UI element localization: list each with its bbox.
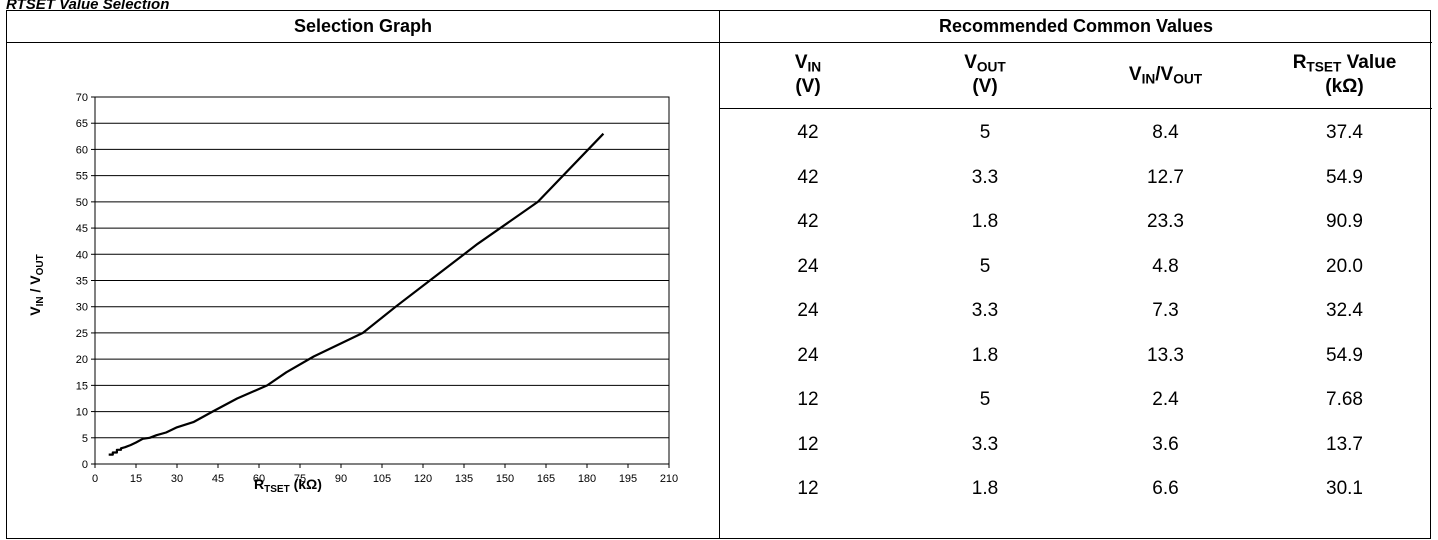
table-cell: 2.4 <box>1152 389 1179 410</box>
y-tick-label: 55 <box>76 171 88 183</box>
x-tick-label: 210 <box>660 473 678 485</box>
column-header-rtset: RTSET Value (kΩ) <box>1292 52 1397 97</box>
table-cell: 12 <box>797 478 819 499</box>
table-cell: 1.8 <box>971 211 999 232</box>
column-header-ratio: VIN/VOUT <box>1128 64 1203 87</box>
x-tick-label: 180 <box>578 473 596 485</box>
column-header-vout: VOUT (V) <box>964 52 1006 97</box>
table-cell: 7.68 <box>1326 389 1363 410</box>
table-cell: 42 <box>797 122 819 143</box>
y-tick-label: 20 <box>76 354 88 366</box>
table-cell: 24 <box>797 344 819 366</box>
table-cell: 4.8 <box>1152 255 1179 277</box>
table-cell: 24 <box>797 255 819 277</box>
y-tick-label: 15 <box>76 380 88 392</box>
y-tick-label: 40 <box>76 249 88 261</box>
y-tick-label: 5 <box>82 433 88 445</box>
x-tick-label: 75 <box>294 473 306 485</box>
x-tick-label: 60 <box>253 473 265 485</box>
grid-lines <box>94 96 670 465</box>
figure-caption: RTSET Value Selection <box>6 0 170 10</box>
x-tick-label: 195 <box>619 473 637 485</box>
table-cell: 12 <box>797 389 819 410</box>
table-cell: 32.4 <box>1326 300 1363 321</box>
series-line <box>108 132 605 456</box>
y-tick-label: 50 <box>76 197 88 209</box>
column-header-vin: VIN (V) <box>794 52 822 97</box>
table-cell: 24 <box>797 300 819 321</box>
table-cell: 3.6 <box>1152 433 1179 455</box>
table-cell: 5 <box>979 122 991 143</box>
table-cell: 90.9 <box>1326 211 1363 232</box>
series-layer <box>108 132 605 456</box>
y-axis-label: VIN / VOUT <box>27 254 46 315</box>
x-tick-label: 15 <box>130 473 142 485</box>
x-tick-label: 45 <box>212 473 224 485</box>
x-tick-label: 135 <box>455 473 473 485</box>
table-cell: 6.6 <box>1152 478 1179 499</box>
table-cell: 1.8 <box>971 478 999 499</box>
x-tick-label: 150 <box>496 473 514 485</box>
table-cell: 3.3 <box>971 433 999 455</box>
table-header-underline <box>720 108 1432 109</box>
y-tick-label: 25 <box>76 328 88 340</box>
table-cell: 42 <box>797 211 819 232</box>
selection-figure: Selection Graph Recommended Common Value… <box>6 10 1432 539</box>
table-cell: 13.3 <box>1147 344 1184 366</box>
axis-ticks: 0 5 10 15 20 25 30 35 40 45 50 55 60 65 70 0 15 30 45 60 75 9… <box>76 92 678 485</box>
y-tick-label: 35 <box>76 276 88 288</box>
header-underline <box>7 42 1432 43</box>
y-tick-label: 65 <box>76 118 88 130</box>
y-tick-label: 0 <box>82 459 88 471</box>
x-tick-label: 120 <box>414 473 432 485</box>
selection-graph-header: Selection Graph <box>293 16 433 36</box>
table-cell: 3.3 <box>971 166 999 188</box>
table-cell: 30.1 <box>1326 478 1363 499</box>
selection-graph-chart: 0 5 10 15 20 25 30 35 40 45 50 55 60 65 70 0 15 30 45 60 75 9… <box>27 92 678 495</box>
x-tick-label: 165 <box>537 473 555 485</box>
table-cell: 12.7 <box>1147 166 1184 188</box>
x-tick-label: 105 <box>373 473 391 485</box>
x-axis-label: RTSET (kΩ) <box>254 476 322 495</box>
y-tick-label: 70 <box>76 92 88 104</box>
table-cell: 20.0 <box>1326 255 1363 277</box>
table-cell: 37.4 <box>1326 122 1363 143</box>
y-tick-label: 60 <box>76 144 88 156</box>
table-cell: 54.9 <box>1326 344 1363 366</box>
column-divider <box>719 11 720 538</box>
recommended-values-header: Recommended Common Values <box>938 16 1214 36</box>
table-cell: 8.4 <box>1152 122 1179 143</box>
table-cell: 5 <box>979 389 991 410</box>
table-cell: 23.3 <box>1147 211 1184 232</box>
table-cell: 13.7 <box>1326 433 1363 455</box>
table-cell: 3.3 <box>971 300 999 321</box>
x-tick-label: 30 <box>171 473 183 485</box>
table-cell: 7.3 <box>1152 300 1179 321</box>
y-tick-label: 30 <box>76 302 88 314</box>
table-cell: 54.9 <box>1326 166 1363 188</box>
table-cell: 5 <box>979 255 991 277</box>
x-tick-label: 90 <box>335 473 347 485</box>
y-tick-label: 45 <box>76 223 88 235</box>
table-cell: 1.8 <box>971 344 999 366</box>
y-tick-label: 10 <box>76 407 88 419</box>
table-cell: 42 <box>797 166 819 188</box>
table-cell: 12 <box>797 433 819 455</box>
x-tick-label: 0 <box>92 473 98 485</box>
